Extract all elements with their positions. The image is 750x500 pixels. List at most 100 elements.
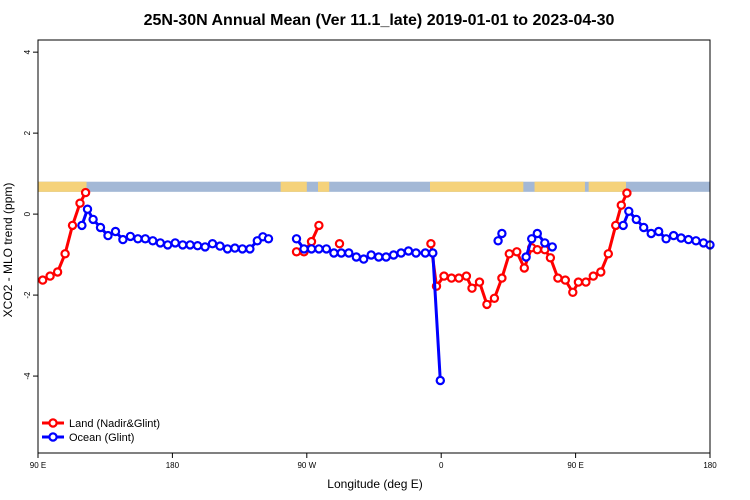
ocean-data-point [306,244,317,254]
land-data-point [512,247,522,257]
ocean-data-point [263,234,274,244]
ocean-data-point [435,375,445,386]
land-data-point [314,220,324,231]
ocean-data-point [200,242,210,252]
ocean-data-point [162,240,173,250]
landmask-band [38,181,710,192]
ocean-data-point [420,248,430,258]
ocean-band [38,181,710,192]
land-data-point [611,220,621,231]
ocean-data-point [366,250,376,260]
y-tick-label: -2 [23,291,32,299]
land-band-segment [318,181,330,192]
ocean-data-point [148,236,158,246]
x-tick-label: 180 [703,461,717,470]
ocean-data-point [321,244,332,254]
x-tick-label: 90 E [567,461,583,470]
land-data-point [482,299,492,310]
ocean-data-point [237,244,248,254]
ocean-data-point [133,234,143,244]
legend-marker [48,418,58,428]
land-data-point [545,253,556,263]
ocean-data-point [618,220,628,231]
land-data-point [519,263,530,273]
ocean-data-point [428,248,438,258]
land-data-point [568,287,578,297]
y-axis: 4 2 0 -2 -4 [23,49,38,380]
ocean-data-point [95,222,106,233]
ocean-data-point [177,240,188,250]
land-data-point [80,187,91,198]
ocean-data-point [125,231,136,242]
land-data-point [560,275,571,285]
x-tick-label: 90 E [30,461,46,470]
ocean-data-point [192,240,203,251]
land-data-point [603,249,614,259]
land-data-point [622,188,632,198]
ocean-data-point [646,228,656,239]
land-band-segment [280,181,307,192]
ocean-data-point [388,250,399,260]
legend: Land (Nadir&Glint) Ocean (Glint) [42,418,160,444]
ocean-data-point [624,206,634,216]
x-tick-label: 0 [439,461,444,470]
ocean-data-point [639,222,649,233]
ocean-data-point [314,244,324,254]
ocean-data-point [329,248,339,258]
land-data-point [52,267,63,277]
y-tick-label: 0 [23,211,32,216]
y-tick-label: -4 [23,372,32,380]
land-data-point [489,293,500,303]
land-data-point [75,198,85,208]
ocean-data-point [374,252,384,262]
ocean-data-point [230,243,240,253]
ocean-data-point [291,234,302,244]
ocean-data-point [654,226,664,237]
ocean-data-point [540,238,550,248]
legend-label: Land (Nadir&Glint) [69,418,160,430]
y-tick-label: 4 [23,49,32,54]
x-axis-label: Longitude (deg E) [327,477,422,491]
land-data-point [588,271,599,281]
land-data-point [67,220,78,231]
land-data-point [60,249,70,259]
ocean-data-point [668,230,679,241]
ocean-data-point [222,244,233,254]
land-band-segment [588,181,626,192]
ocean-data-point [351,252,361,262]
ocean-data-point [118,234,128,245]
ocean-data-point [691,236,701,246]
x-tick-label: 90 W [297,461,316,470]
ocean-data-point [299,244,309,254]
ocean-data-point [77,220,87,231]
land-data-point [467,283,477,293]
land-data-point [334,238,345,249]
ocean-data-point [661,234,671,244]
legend-marker [48,432,58,442]
ocean-data-point [493,236,503,246]
ocean-data-point [396,248,406,258]
ocean-data-point [547,242,558,252]
x-tick-label: 180 [166,461,180,470]
ocean-data-point [245,244,255,254]
ocean-data-point [359,254,369,264]
ocean-data-point [336,248,346,258]
y-tick-label: 2 [23,130,32,135]
land-data-point [616,200,627,210]
plot-frame [37,39,711,454]
land-data-point [474,277,485,287]
ocean-data-point [403,246,414,256]
land-data-point [573,277,584,287]
land-band-segment [38,181,87,192]
chart-title: 25N-30N Annual Mean (Ver 11.1_late) 2019… [144,12,615,29]
land-data-point [426,238,436,249]
land-data-point [553,273,563,283]
land-data-point [291,247,302,257]
ocean-data-point [110,226,121,237]
ocean-data-point [88,214,98,225]
ocean-data-point [411,248,421,258]
land-data-point [439,271,449,281]
ocean-data-point [527,234,537,244]
plot-area [38,187,715,386]
